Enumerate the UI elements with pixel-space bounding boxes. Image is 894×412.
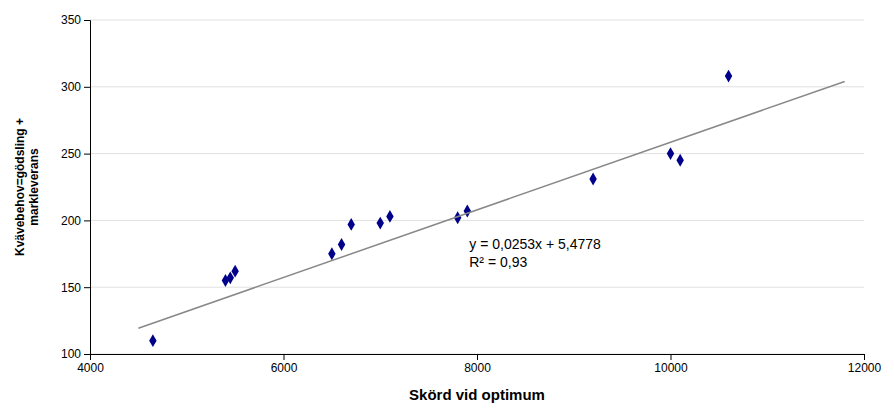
grid-line [90, 287, 864, 288]
x-axis-title: Skörd vid optimum [409, 386, 545, 403]
point [328, 247, 335, 260]
point [377, 217, 384, 230]
grid-line [90, 220, 864, 221]
tick-label: 12000 [848, 361, 882, 375]
marks [138, 70, 844, 347]
tick-mark [84, 354, 90, 355]
tick: 300 [61, 80, 90, 94]
tick-mark [84, 220, 90, 221]
plot-area: 4000 6000 8000 10000 12000 100 150 200 250 300 350… [61, 13, 882, 374]
tick-label: 4000 [77, 361, 104, 375]
y-axis-title: Kvävebehov=gödsling +markleverans [13, 118, 41, 256]
tick-label: 300 [61, 80, 81, 94]
tick-mark [84, 287, 90, 288]
tick-label: 200 [61, 214, 81, 228]
tick-mark [864, 354, 865, 360]
regression-line [138, 81, 844, 328]
axis-line [91, 355, 865, 361]
annotation: y = 0,0253x + 5,4778 R² = 0,93 [469, 236, 601, 270]
tick: 100 [61, 347, 90, 361]
tick-mark [284, 354, 285, 360]
point [589, 173, 596, 186]
tick-label: 100 [61, 347, 81, 361]
point [667, 147, 674, 160]
point [676, 154, 683, 167]
tick-label: 10000 [654, 361, 688, 375]
tick-label: 350 [61, 13, 81, 27]
tick-label: 8000 [464, 361, 491, 375]
tick: 8000 [464, 354, 491, 375]
point [386, 210, 393, 223]
tick: 350 [61, 13, 90, 27]
tick-mark [84, 87, 90, 88]
point [231, 265, 238, 278]
y-axis: 100 150 200 250 300 350 [61, 13, 91, 361]
annotation-text: y = 0,0253x + 5,4778 [469, 236, 601, 252]
tick-label: 250 [61, 147, 81, 161]
annotation-text: R² = 0,93 [469, 254, 527, 270]
tick-label: 150 [61, 281, 81, 295]
tick: 10000 [654, 354, 688, 375]
y-axis-title-line: Kvävebehov=gödsling + [13, 118, 27, 256]
point [348, 218, 355, 231]
tick: 250 [61, 147, 90, 161]
grid [90, 20, 864, 354]
point [725, 70, 732, 83]
axis-line [84, 21, 91, 355]
tick: 12000 [848, 354, 882, 375]
grid-line [90, 153, 864, 154]
tick-mark [477, 354, 478, 360]
grid-line [90, 86, 864, 87]
tick: 4000 [77, 354, 104, 375]
point [338, 238, 345, 251]
tick-mark [671, 354, 672, 360]
tick-mark [84, 154, 90, 155]
tick: 6000 [271, 354, 298, 375]
tick-mark [84, 20, 90, 21]
point [149, 334, 156, 347]
tick-label: 6000 [271, 361, 298, 375]
tick: 200 [61, 214, 90, 228]
tick: 150 [61, 281, 90, 295]
grid-line [90, 20, 864, 21]
x-axis: 4000 6000 8000 10000 12000 [77, 354, 881, 375]
chart: 4000 6000 8000 10000 12000 100 150 200 250 300 350… [0, 0, 894, 412]
point [464, 205, 471, 218]
y-axis-title-line: markleverans [27, 148, 41, 226]
